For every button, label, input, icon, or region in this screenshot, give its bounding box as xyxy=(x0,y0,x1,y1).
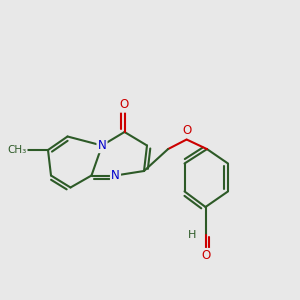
Text: O: O xyxy=(120,98,129,112)
Text: H: H xyxy=(188,230,196,240)
Text: N: N xyxy=(98,139,106,152)
Text: O: O xyxy=(182,124,191,137)
Text: O: O xyxy=(201,249,210,262)
Text: N: N xyxy=(111,169,120,182)
Text: CH₃: CH₃ xyxy=(8,145,27,155)
